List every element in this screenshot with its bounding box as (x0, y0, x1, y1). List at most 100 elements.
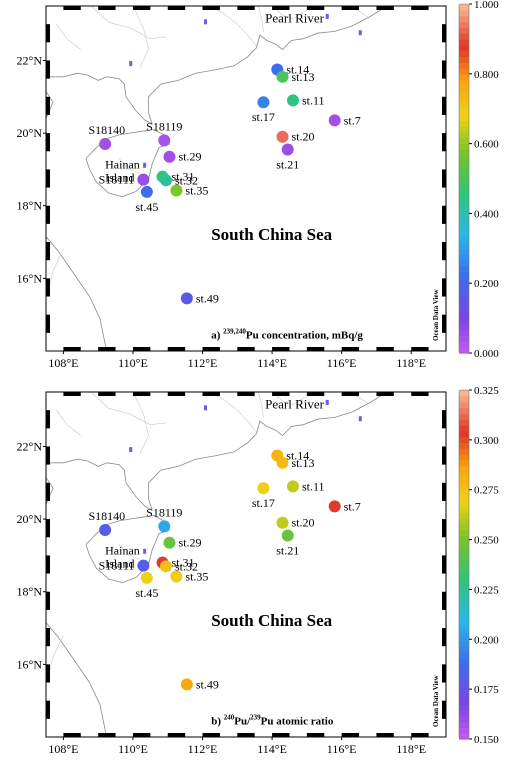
river-line (56, 410, 81, 436)
lake-mark (129, 447, 133, 453)
colorbar-segment (459, 599, 469, 606)
colorbar-segment (459, 73, 469, 81)
vietnam-south-coastline (45, 236, 108, 352)
colorbar-segment (459, 329, 469, 337)
station-label: S18119 (146, 505, 182, 519)
station-label: S18119 (146, 119, 182, 133)
colorbar-segment (459, 341, 469, 348)
y-tick-label: 22°N (17, 53, 43, 67)
colorbar-outline (458, 3, 470, 354)
river-line (257, 5, 264, 32)
caption-superscript: 239,240 (223, 327, 246, 335)
x-tick-label: 118°E (396, 356, 426, 370)
colorbar-segment (459, 640, 469, 647)
colorbar-segment (459, 166, 469, 174)
colorbar-tick-label: 0.175 (474, 684, 499, 696)
colorbar-segment (459, 33, 469, 40)
colorbar-segment (459, 512, 469, 519)
station-marker (163, 536, 176, 549)
colorbar-segment (459, 628, 469, 635)
colorbar-segment (459, 581, 469, 589)
colorbar-segment (459, 611, 469, 618)
map-background (46, 6, 446, 351)
river-line (118, 544, 141, 560)
river-line (209, 5, 257, 47)
station-label: st.7 (344, 113, 361, 127)
lake-mark (129, 61, 133, 67)
colorbar-segment (459, 143, 469, 151)
river-line (90, 391, 167, 426)
colorbar-segment (459, 541, 469, 548)
colorbar-segment (459, 294, 469, 302)
river-line (56, 24, 81, 50)
lake-mark (358, 30, 362, 36)
river-line (209, 391, 257, 433)
colorbar-segment (459, 401, 469, 409)
caption-text: Pu concentration, mBq/g (246, 329, 364, 341)
station-label: st.45 (135, 586, 158, 600)
y-tick-label: 16°N (17, 657, 43, 671)
x-tick-label: 108°E (48, 356, 78, 370)
colorbar-segment (459, 517, 469, 525)
colorbar-segment (459, 448, 469, 455)
lake-mark (325, 13, 329, 19)
station-marker (137, 559, 150, 572)
caption-prefix: b) (211, 715, 224, 727)
lake-mark (325, 399, 329, 405)
station-marker (276, 456, 289, 469)
colorbar-segment (459, 283, 469, 290)
colorbar-segment (459, 436, 469, 443)
colorbar-segment (459, 704, 469, 711)
panel-caption: a) 239,240Pu concentration, mBq/g (211, 327, 363, 341)
colorbar-tick-label: 0.150 (474, 734, 499, 746)
station-marker (140, 571, 153, 584)
colorbar-segment (459, 56, 469, 63)
colorbar-segment (459, 21, 469, 28)
colorbar-tick-label: 0.300 (474, 435, 499, 447)
colorbar-segment (459, 523, 469, 531)
colorbar-segment (459, 62, 469, 69)
colorbar-segment (459, 605, 469, 612)
x-tick-label: 116°E (327, 356, 357, 370)
colorbar-segment (459, 79, 469, 87)
colorbar-segment (459, 721, 469, 728)
colorbar-segment (459, 108, 469, 116)
colorbar-segment (459, 347, 469, 354)
frame-dashes (46, 6, 446, 351)
mainland-coastline (46, 5, 388, 125)
caption-superscript-2: 239 (250, 713, 261, 721)
colorbar-segment (459, 733, 469, 740)
river-line (132, 5, 149, 68)
sea-label: South China Sea (211, 611, 332, 630)
colorbar-segment (459, 50, 469, 57)
panel-caption: b) 240Pu/239Pu atomic ratio (211, 713, 334, 727)
colorbar-segment (459, 265, 469, 273)
colorbar-tick-label: 0.225 (474, 584, 499, 596)
colorbar-segment (459, 172, 469, 180)
station-marker (328, 114, 341, 127)
colorbar-segment (459, 442, 469, 449)
station-label: st.45 (135, 200, 158, 214)
colorbar-segment (459, 477, 469, 484)
colorbar-segment (459, 27, 469, 34)
colorbar-segment (459, 715, 469, 723)
hainan-label-line1: Hainan (105, 544, 140, 558)
colorbar-tick-label: 1.000 (474, 0, 499, 11)
colorbar-segment (459, 230, 469, 238)
colorbar-segment (459, 225, 469, 232)
station-label: S18140 (88, 509, 125, 523)
odv-watermark: Ocean Data View (432, 674, 440, 727)
station-marker (158, 520, 171, 533)
station-marker (160, 560, 172, 573)
colorbar-segment (459, 213, 469, 220)
colorbar-segment (459, 494, 469, 502)
station-label: st.20 (292, 516, 315, 530)
hainan-label-line1: Hainan (105, 158, 140, 172)
colorbar-segment (459, 453, 469, 461)
station-marker (276, 516, 289, 529)
colorbar-tick-label: 0.600 (474, 139, 499, 151)
colorbar-segment (459, 137, 469, 145)
colorbar-segment (459, 488, 469, 496)
station-marker (257, 482, 270, 495)
station-label: st.32 (175, 559, 198, 573)
